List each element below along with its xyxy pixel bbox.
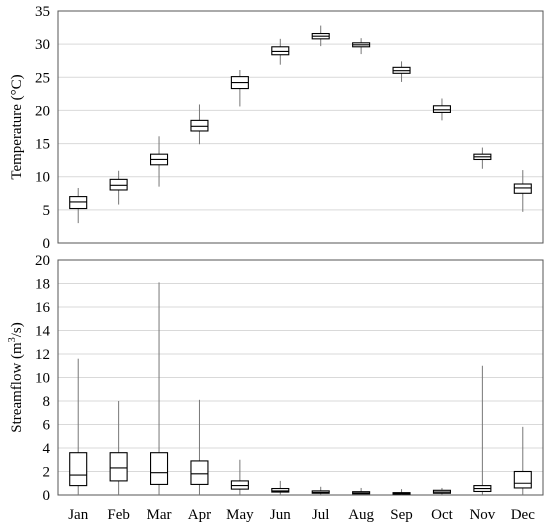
box-feb <box>109 170 128 205</box>
box-iqr <box>271 46 290 56</box>
box-iqr <box>109 178 128 191</box>
y-tick-label: 18 <box>35 277 50 293</box>
box-may <box>230 69 249 107</box>
box-iqr <box>190 460 209 485</box>
box-jul <box>311 486 330 495</box>
x-tick-label: Jan <box>68 507 88 523</box>
box-mar <box>150 136 169 187</box>
box-iqr <box>271 487 290 493</box>
box-iqr <box>190 119 209 132</box>
box-iqr <box>230 480 249 490</box>
box-mar <box>150 282 169 495</box>
box-jul <box>311 25 330 47</box>
y-tick-label: 0 <box>43 488 51 504</box>
box-apr <box>190 399 209 495</box>
y-tick-label: 20 <box>35 253 50 269</box>
box-iqr <box>69 452 88 487</box>
plot-frame <box>57 10 544 244</box>
x-tick-label: Jun <box>270 507 291 523</box>
y-tick-label: 2 <box>43 465 51 481</box>
box-nov <box>473 147 492 169</box>
y-axis-label: Temperature (°C) <box>9 74 25 179</box>
y-tick-label: 30 <box>35 37 50 53</box>
x-tick-label: May <box>226 507 254 523</box>
x-tick-label: Mar <box>147 507 172 523</box>
y-tick-label: 20 <box>35 103 50 119</box>
streamflow-panel: 0 2 4 6 8 10 12 14 16 18 20 Streamflow (m3/s) <box>7 253 544 504</box>
y-tick-label: 4 <box>43 441 51 457</box>
x-tick-label: Jul <box>312 507 330 523</box>
box-jan <box>69 187 88 224</box>
x-tick-label: Nov <box>469 507 495 523</box>
box-iqr <box>109 452 128 482</box>
y-tick-label: 16 <box>35 300 51 316</box>
x-tick-label: Sep <box>390 507 413 523</box>
y-tick-label: 25 <box>35 70 50 86</box>
box-iqr <box>513 470 532 489</box>
x-tick-label: Feb <box>107 507 130 523</box>
box-feb <box>109 401 128 495</box>
box-jan <box>69 358 88 495</box>
y-tick-label: 14 <box>35 324 51 340</box>
temperature-panel: 0 5 10 15 20 25 30 35 Temperature (°C) <box>9 4 544 252</box>
box-sep <box>392 61 411 82</box>
box-iqr <box>150 452 169 485</box>
box-iqr <box>432 105 451 113</box>
box-iqr <box>69 196 88 210</box>
x-tick-label: Oct <box>431 507 453 523</box>
y-tick-label: 5 <box>43 203 51 219</box>
box-nov <box>473 365 492 495</box>
box-may <box>230 459 249 495</box>
box-aug <box>352 487 371 495</box>
box-oct <box>432 487 451 495</box>
box-iqr <box>513 183 532 194</box>
box-aug <box>352 38 371 55</box>
y-tick-label: 15 <box>35 137 50 153</box>
box-dec <box>513 426 532 495</box>
box-sep <box>392 489 411 495</box>
y-tick-label: 35 <box>35 4 50 20</box>
box-jun <box>271 38 290 65</box>
box-apr <box>190 104 209 145</box>
y-tick-label: 0 <box>43 236 51 252</box>
y-tick-label: 8 <box>43 394 51 410</box>
x-tick-label: Dec <box>511 507 535 523</box>
box-oct <box>432 98 451 121</box>
y-axis-label: Streamflow (m3/s) <box>7 322 25 432</box>
y-tick-label: 10 <box>35 371 50 387</box>
month-axis: Jan Feb Mar Apr May Jun Jul Aug Sep Oct Nov Dec <box>68 507 535 523</box>
x-tick-label: Apr <box>188 507 211 523</box>
y-tick-label: 6 <box>43 418 51 434</box>
box-dec <box>513 170 532 212</box>
y-tick-label: 10 <box>35 170 50 186</box>
box-jun <box>271 480 290 495</box>
plot-frame <box>57 259 544 496</box>
x-tick-label: Aug <box>348 507 374 523</box>
y-tick-label: 12 <box>35 347 50 363</box>
